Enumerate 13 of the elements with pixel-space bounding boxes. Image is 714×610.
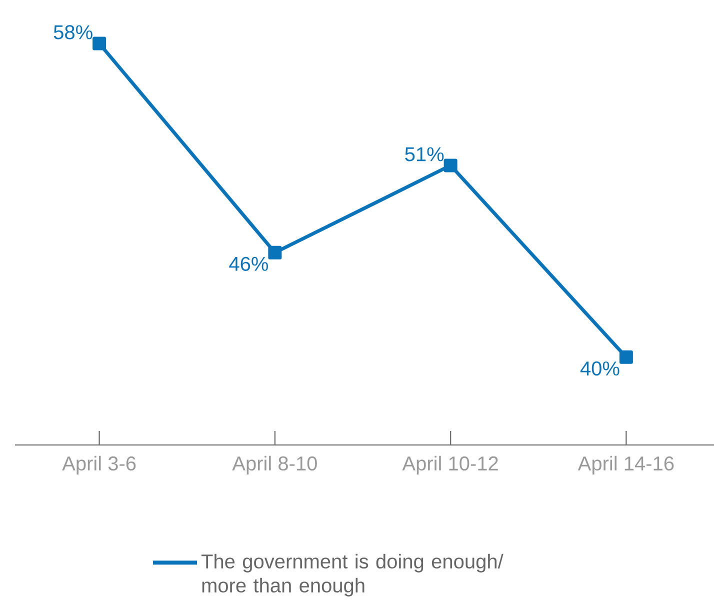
point	[92, 36, 106, 50]
data-label: 58%	[54, 25, 92, 40]
data-label: 40%	[580, 361, 620, 376]
x-tick-label: April 10-12	[402, 456, 498, 475]
point	[444, 158, 458, 172]
x-tick-label: April 8-10	[232, 456, 317, 475]
data-label: 46%	[229, 256, 268, 271]
point	[268, 246, 282, 260]
legend-label: The government is doing enough/ more than enough	[201, 554, 504, 596]
point	[619, 350, 633, 364]
data-label: 51%	[405, 147, 444, 162]
x-tick-label: April 14-16	[578, 456, 674, 475]
x-tick-label: April 3-6	[62, 456, 136, 475]
